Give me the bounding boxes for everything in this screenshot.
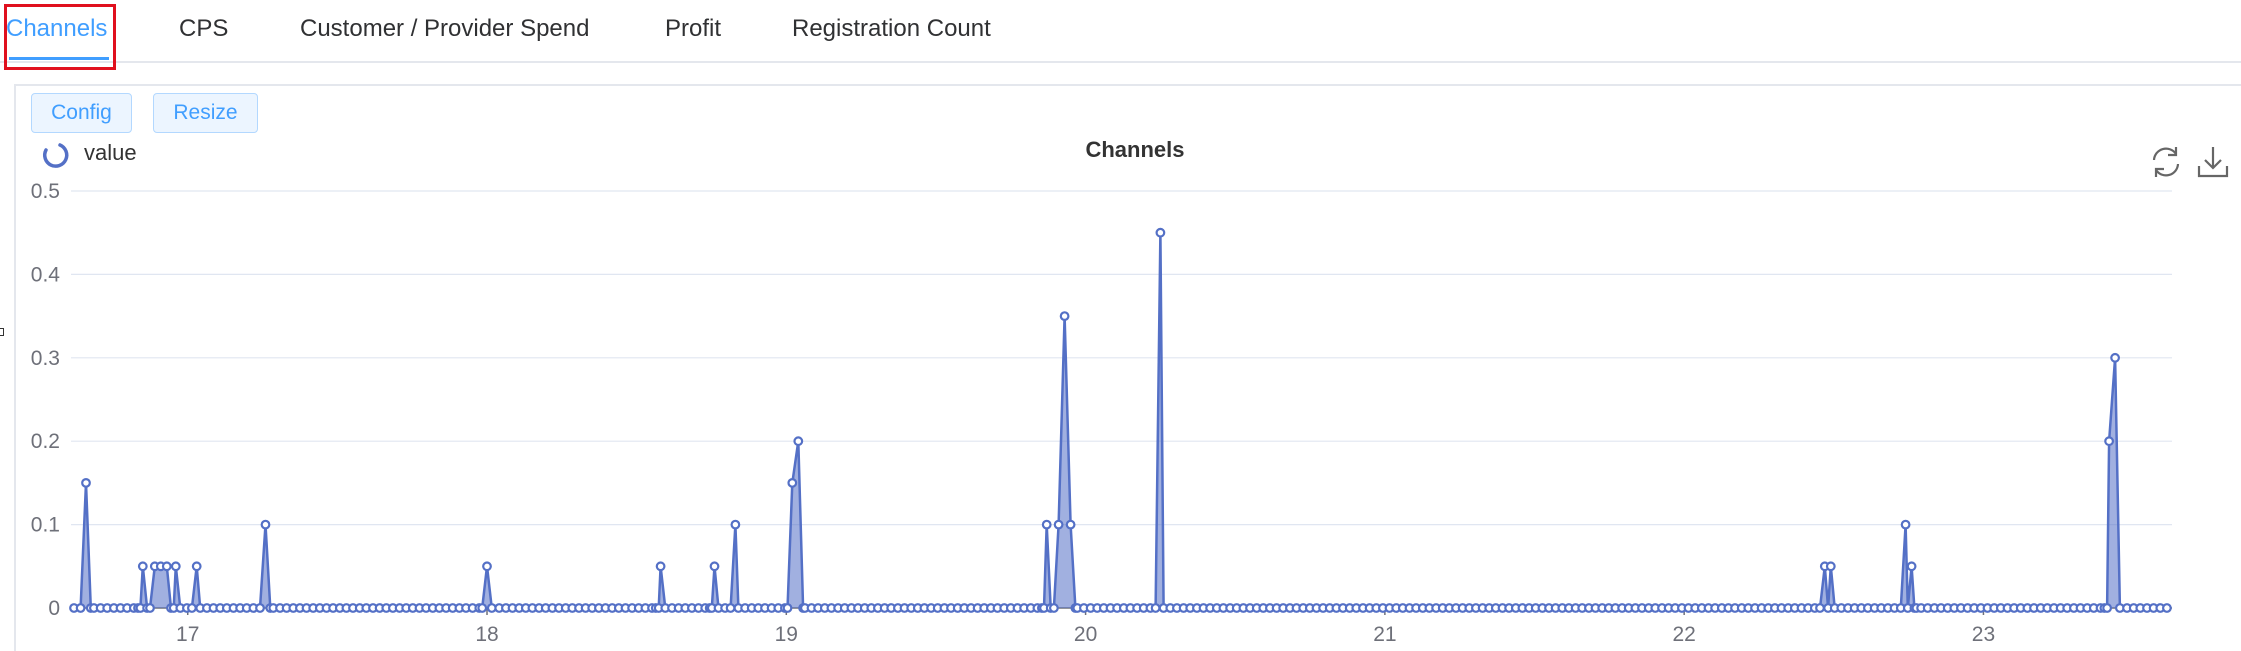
tab-cps[interactable]: CPS: [179, 15, 229, 42]
x-tick-label: 22: [1672, 623, 1695, 646]
data-point: [170, 561, 181, 572]
download-icon[interactable]: [2195, 144, 2231, 180]
data-point: [793, 436, 804, 447]
data-point: [1900, 519, 1911, 530]
data-point-zero: [1048, 603, 1059, 613]
data-point-zero: [725, 603, 736, 613]
data-point-zero: [75, 603, 86, 613]
data-point: [1041, 519, 1052, 530]
loading-ring-icon: [42, 143, 69, 168]
x-tick-label: 19: [775, 623, 798, 646]
data-point-zero: [2102, 603, 2113, 613]
y-tick-label: 0.1: [31, 514, 60, 537]
data-point-zero: [186, 603, 197, 613]
data-point: [1155, 227, 1166, 238]
data-point-zero: [2161, 603, 2172, 613]
data-point: [1053, 519, 1064, 530]
data-point: [655, 561, 666, 572]
data-point: [787, 478, 798, 488]
data-point-zero: [255, 603, 265, 613]
data-point: [709, 561, 720, 572]
y-tick-label: 0.4: [31, 263, 61, 286]
data-point-zero: [782, 603, 793, 613]
tab-registration-count[interactable]: Registration Count: [792, 15, 991, 42]
x-tick-label: 21: [1373, 623, 1396, 646]
series-area-value: [73, 232, 2167, 608]
data-point: [2110, 352, 2121, 363]
tab-bar: Channels CPS Customer / Provider Spend P…: [0, 0, 2241, 63]
x-tick-label: 23: [1972, 623, 1995, 646]
data-point-zero: [477, 603, 488, 613]
edge-marker: [0, 328, 4, 336]
x-tick-label: 18: [475, 623, 498, 646]
data-point-zero: [1815, 603, 1825, 613]
data-point: [1825, 561, 1836, 572]
y-tick-label: 0.5: [31, 180, 60, 203]
tab-customer-provider-spend[interactable]: Customer / Provider Spend: [300, 15, 590, 42]
data-point: [482, 561, 492, 572]
data-point: [730, 519, 741, 530]
resize-button[interactable]: Resize: [153, 93, 258, 133]
refresh-icon[interactable]: [2148, 144, 2184, 180]
data-point: [1906, 561, 1917, 572]
y-tick-label: 0.2: [31, 430, 60, 453]
config-button[interactable]: Config: [31, 93, 132, 133]
chart-panel: [14, 84, 2241, 651]
y-tick-label: 0.3: [31, 347, 60, 370]
active-tab-indicator: [9, 57, 109, 60]
data-point: [1065, 519, 1076, 530]
data-point: [161, 561, 172, 572]
series-line-value: [74, 231, 2167, 610]
legend-label-value: value: [84, 140, 137, 165]
data-point-zero: [145, 603, 155, 613]
data-point-zero: [1150, 603, 1161, 613]
tab-channels[interactable]: Channels: [6, 15, 108, 42]
data-point: [260, 519, 271, 530]
data-point: [137, 561, 148, 572]
data-point: [191, 561, 202, 572]
data-point: [1059, 311, 1070, 322]
x-tick-label: 20: [1074, 623, 1097, 646]
data-point: [81, 478, 91, 488]
chart-title: Channels: [1085, 137, 1185, 162]
x-tick-label: 17: [176, 623, 199, 646]
data-point: [2104, 436, 2115, 447]
y-tick-label: 0: [48, 597, 60, 620]
tab-profit[interactable]: Profit: [665, 15, 722, 42]
